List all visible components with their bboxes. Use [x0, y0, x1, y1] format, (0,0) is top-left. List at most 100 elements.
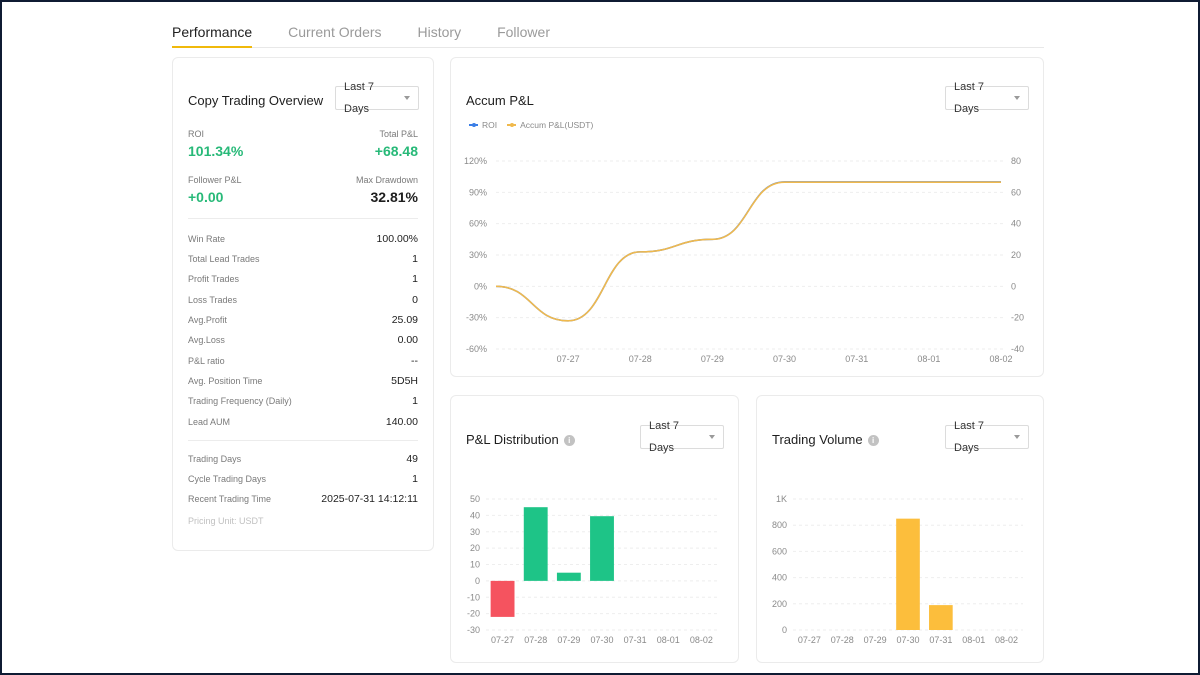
chevron-down-icon — [709, 435, 715, 439]
y-tick-label: 600 — [772, 546, 787, 556]
distribution-period-select[interactable]: Last 7 Days — [640, 420, 724, 454]
stat-value: 140.00 — [385, 416, 418, 428]
x-tick-label: 08-01 — [657, 635, 680, 645]
chevron-down-icon — [404, 96, 410, 100]
total-pl-label: Total P&L — [379, 129, 418, 139]
x-tick-label: 07-27 — [491, 635, 514, 645]
overview-divider — [188, 218, 418, 219]
stat-value: 1 — [412, 395, 418, 407]
tab-performance[interactable]: Performance — [172, 14, 253, 48]
x-tick-label: 08-02 — [989, 354, 1012, 364]
stat-label: P&L ratio — [188, 356, 225, 366]
pl-distribution-card: P&L Distribution i Last 7 Days 50 40 30 20 10… — [450, 395, 739, 663]
info-icon[interactable]: i — [867, 435, 879, 447]
y-tick-label: 20 — [470, 543, 480, 553]
y-tick-label-right: 60 — [1011, 187, 1021, 197]
y-tick-label-left: 60% — [469, 219, 487, 229]
chevron-down-icon — [1014, 96, 1020, 100]
stat-row: Loss Trades 0 — [188, 293, 418, 307]
y-tick-label-right: 20 — [1011, 250, 1021, 260]
stat-row: Total Lead Trades 1 — [188, 252, 418, 266]
stat-label: Trading Frequency (Daily) — [188, 396, 292, 406]
volume-period-select[interactable]: Last 7 Days — [945, 420, 1029, 454]
x-tick-label: 07-30 — [773, 354, 796, 364]
stat-value: -- — [411, 355, 418, 367]
stat-label: Lead AUM — [188, 417, 231, 427]
stat-row: Trading Days 49 — [188, 452, 418, 466]
x-tick-label: 07-29 — [864, 635, 887, 645]
x-tick-label: 08-02 — [690, 635, 713, 645]
y-tick-label-left: 90% — [469, 187, 487, 197]
stat-label: Avg.Loss — [188, 335, 225, 345]
overview-period-select[interactable]: Last 7 Days — [335, 81, 419, 115]
trading-volume-card: Trading Volume i Last 7 Days 1K 800 600 400 2… — [756, 395, 1044, 663]
y-tick-label: 10 — [470, 560, 480, 570]
pl-distribution-chart: 50 40 30 20 10 0 -10 -20 -30 07-27 07-28 07-29 07-30… — [467, 494, 718, 645]
volume-period-value: Last 7 Days — [954, 420, 984, 454]
accum-period-select[interactable]: Last 7 Days — [945, 81, 1029, 115]
stat-row: Avg.Profit 25.09 — [188, 313, 418, 327]
total-pl-value: +68.48 — [374, 143, 418, 159]
legend-item-accum-pl[interactable]: Accum P&L(USDT) — [507, 120, 593, 130]
pl-distribution-title-text: P&L Distribution — [466, 432, 559, 447]
stat-label: Loss Trades — [188, 295, 238, 305]
y-tick-label: -30 — [467, 625, 480, 635]
chevron-down-icon — [1014, 435, 1020, 439]
x-tick-label: 08-01 — [962, 635, 985, 645]
stat-row: P&L ratio -- — [188, 354, 418, 368]
stat-value: 1 — [412, 273, 418, 285]
y-tick-label-right: 80 — [1011, 156, 1021, 166]
x-tick-label: 07-31 — [624, 635, 647, 645]
accum-legend: ROI Accum P&L(USDT) — [469, 120, 593, 130]
y-tick-label-left: 0% — [474, 281, 487, 291]
tab-history[interactable]: History — [417, 24, 462, 40]
x-tick-label: 07-31 — [929, 635, 952, 645]
stat-value: 0.00 — [397, 334, 418, 346]
bar — [556, 572, 581, 581]
stat-row: Recent Trading Time 2025-07-31 14:12:11 — [188, 492, 418, 506]
y-tick-label-left: 30% — [469, 250, 487, 260]
tab-follower[interactable]: Follower — [497, 24, 550, 40]
x-tick-label: 07-29 — [701, 354, 724, 364]
x-tick-label: 07-27 — [557, 354, 580, 364]
legend-item-roi[interactable]: ROI — [469, 120, 497, 130]
x-tick-label: 07-30 — [590, 635, 613, 645]
bar — [896, 518, 920, 630]
trading-volume-chart: 1K 800 600 400 200 0 07-27 07-28 07-29 07-30 07-31… — [772, 494, 1023, 645]
stat-value: 25.09 — [391, 314, 418, 326]
roi-line — [495, 181, 1001, 322]
roi-value: 101.34% — [188, 143, 244, 159]
overview-title: Copy Trading Overview — [188, 93, 324, 108]
y-tick-label: 0 — [782, 625, 787, 635]
tab-bar: Performance Current Orders History Follo… — [172, 14, 1044, 48]
y-tick-label: 30 — [470, 527, 480, 537]
stat-value: 100.00% — [376, 233, 418, 245]
overview-card: Copy Trading Overview Last 7 Days ROI To… — [172, 57, 434, 551]
bar — [490, 580, 515, 617]
y-tick-label-right: 40 — [1011, 219, 1021, 229]
stat-value: 1 — [412, 253, 418, 265]
stat-row: Lead AUM 140.00 — [188, 415, 418, 429]
stat-value: 5D5H — [391, 375, 418, 387]
max-drawdown-value: 32.81% — [370, 189, 418, 205]
x-tick-label: 08-01 — [917, 354, 940, 364]
overview-period-value: Last 7 Days — [344, 81, 374, 115]
stat-row: Profit Trades 1 — [188, 272, 418, 286]
info-icon[interactable]: i — [563, 435, 575, 447]
tab-current-orders[interactable]: Current Orders — [288, 24, 382, 40]
stat-row: Trading Frequency (Daily) 1 — [188, 394, 418, 408]
distribution-period-value: Last 7 Days — [649, 420, 679, 454]
stat-value: 0 — [412, 294, 418, 306]
accum-pl-chart: 120% 80 90% 60 60% 40 30% 20 0% 0 -30% -20 -60% -40 07… — [464, 156, 1024, 364]
stat-label: Total Lead Trades — [188, 254, 260, 264]
overview-divider — [188, 440, 418, 441]
accum-pl-card: Accum P&L Last 7 Days ROI Accum P&L(USDT… — [450, 57, 1044, 377]
bar — [523, 507, 548, 581]
stat-label: Avg.Profit — [188, 315, 227, 325]
accum-period-value: Last 7 Days — [954, 81, 984, 115]
pl-distribution-title: P&L Distribution i — [466, 432, 575, 447]
x-tick-label: 07-28 — [524, 635, 547, 645]
stat-value: 1 — [412, 473, 418, 485]
y-tick-label-right: -40 — [1011, 344, 1024, 354]
